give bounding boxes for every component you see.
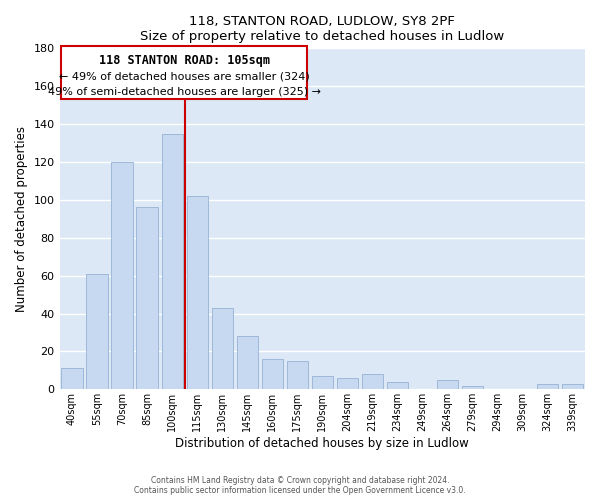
Bar: [437, 380, 458, 390]
Bar: [187, 196, 208, 390]
Text: 49% of semi-detached houses are larger (325) →: 49% of semi-detached houses are larger (…: [47, 87, 320, 97]
Bar: [112, 162, 133, 390]
Bar: [537, 384, 558, 390]
Bar: [61, 368, 83, 390]
Bar: [86, 274, 108, 390]
Y-axis label: Number of detached properties: Number of detached properties: [15, 126, 28, 312]
Bar: [161, 134, 183, 390]
Bar: [212, 308, 233, 390]
Title: 118, STANTON ROAD, LUDLOW, SY8 2PF
Size of property relative to detached houses : 118, STANTON ROAD, LUDLOW, SY8 2PF Size …: [140, 15, 505, 43]
Text: ← 49% of detached houses are smaller (324): ← 49% of detached houses are smaller (32…: [59, 72, 310, 82]
Text: Contains HM Land Registry data © Crown copyright and database right 2024.
Contai: Contains HM Land Registry data © Crown c…: [134, 476, 466, 495]
Bar: [362, 374, 383, 390]
Bar: [462, 386, 483, 390]
Bar: [311, 376, 333, 390]
Bar: [136, 208, 158, 390]
Bar: [337, 378, 358, 390]
Text: 118 STANTON ROAD: 105sqm: 118 STANTON ROAD: 105sqm: [98, 54, 269, 67]
Bar: [262, 359, 283, 390]
X-axis label: Distribution of detached houses by size in Ludlow: Distribution of detached houses by size …: [175, 437, 469, 450]
Bar: [287, 361, 308, 390]
FancyBboxPatch shape: [61, 46, 307, 100]
Bar: [562, 384, 583, 390]
Bar: [236, 336, 258, 390]
Bar: [387, 382, 408, 390]
